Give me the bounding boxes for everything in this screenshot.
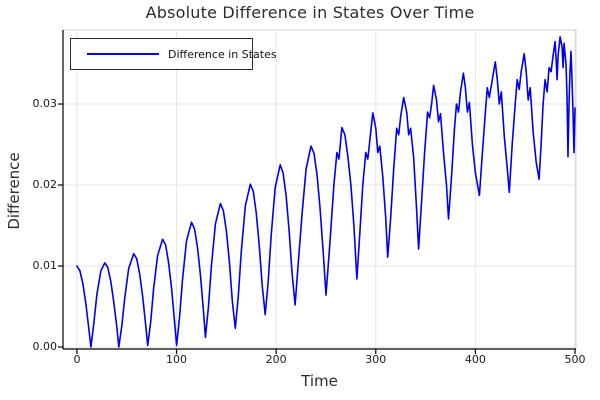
x-tick-label: 500 [564, 353, 586, 366]
x-tick-label: 300 [365, 353, 387, 366]
x-axis-label: Time [301, 372, 338, 390]
chart-title: Absolute Difference in States Over Time [145, 3, 475, 22]
x-tick-label: 400 [464, 353, 486, 366]
x-tick-label: 0 [73, 353, 81, 366]
y-tick-label: 0.01 [32, 258, 58, 272]
x-tick-label: 200 [265, 353, 287, 366]
y-axis-label: Difference [5, 152, 23, 230]
legend-line-sample [87, 53, 159, 55]
plot-border [62, 29, 577, 350]
x-tick-label: 100 [166, 353, 188, 366]
difference-line-series [76, 35, 576, 348]
y-tick-label: 0.00 [32, 339, 58, 353]
y-tick-label: 0.02 [32, 178, 58, 191]
y-tick-label: 0.03 [32, 97, 58, 111]
legend: Difference in States [70, 38, 277, 70]
legend-label: Difference in States [168, 47, 277, 61]
